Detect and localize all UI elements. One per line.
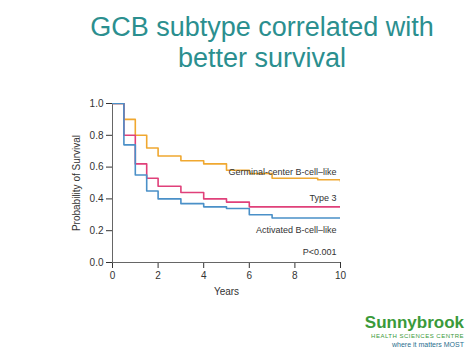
html-text:GCB subtype correlated with be: GCB subtype correlated with better survi…: [90, 12, 434, 73]
svg-text:1.0: 1.0: [90, 98, 104, 109]
svg-text:0.4: 0.4: [90, 193, 104, 204]
svg-text:2: 2: [155, 270, 161, 281]
svg-text:Type 3: Type 3: [309, 193, 336, 203]
svg-text:Years: Years: [214, 286, 239, 297]
svg-text:0.6: 0.6: [90, 161, 104, 172]
svg-text:Probability of Survival: Probability of Survival: [71, 135, 82, 231]
svg-text:P<0.001: P<0.001: [303, 247, 337, 257]
svg-text:0.8: 0.8: [90, 130, 104, 141]
svg-text:0.0: 0.0: [90, 257, 104, 268]
svg-text:0.2: 0.2: [90, 225, 104, 236]
html-text:where it matters MOST: where it matters MOST: [392, 341, 464, 348]
html-text:HEALTH SCIENCES CENTRE: HEALTH SCIENCES CENTRE: [371, 333, 464, 339]
html-text:Sunnybrook: Sunnybrook: [364, 313, 464, 332]
svg-text:4: 4: [201, 270, 207, 281]
svg-text:6: 6: [247, 270, 253, 281]
svg-text:Activated B-cell–like: Activated B-cell–like: [256, 225, 337, 235]
svg-text:0: 0: [110, 270, 116, 281]
svg-text:10: 10: [335, 270, 347, 281]
svg-text:8: 8: [292, 270, 298, 281]
svg-text:Germinal-center B-cell–like: Germinal-center B-cell–like: [228, 167, 336, 177]
